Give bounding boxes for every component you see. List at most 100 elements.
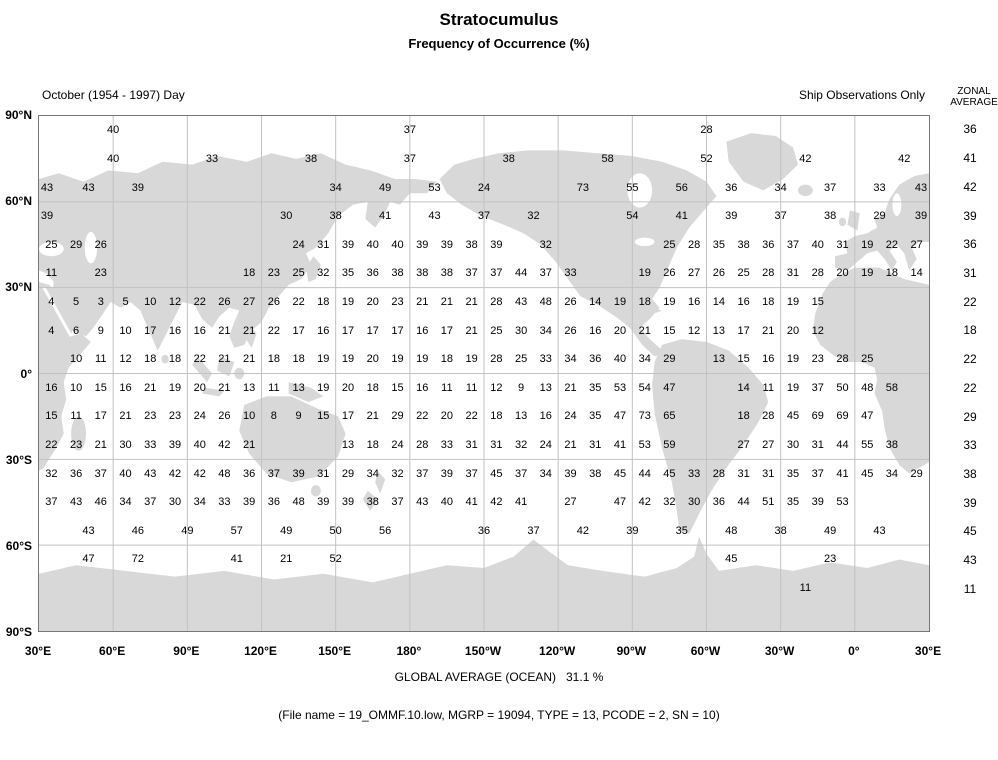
grid-value: 17 bbox=[292, 324, 305, 337]
grid-value: 32 bbox=[527, 210, 540, 223]
x-tick-label: 180° bbox=[396, 644, 422, 658]
grid-value: 45 bbox=[613, 467, 627, 480]
grid-value: 13 bbox=[712, 353, 725, 366]
grid-value: 36 bbox=[69, 467, 83, 480]
x-tick-label: 90°E bbox=[173, 644, 200, 658]
grid-value: 45 bbox=[861, 467, 874, 480]
grid-value: 59 bbox=[663, 439, 676, 452]
grid-value: 15 bbox=[811, 295, 824, 308]
y-tick-label: 90°S bbox=[5, 625, 32, 639]
world-map bbox=[39, 116, 929, 631]
grid-value: 36 bbox=[589, 353, 602, 366]
grid-value: 16 bbox=[688, 295, 701, 308]
grid-value: 19 bbox=[663, 295, 676, 308]
grid-value: 21 bbox=[218, 353, 231, 366]
grid-value: 29 bbox=[663, 353, 676, 366]
grid-value: 22 bbox=[885, 238, 898, 251]
grid-value: 43 bbox=[144, 467, 157, 480]
grid-value: 13 bbox=[341, 439, 355, 452]
grid-value: 35 bbox=[341, 267, 355, 280]
grid-value: 36 bbox=[267, 496, 280, 509]
grid-value: 37 bbox=[786, 238, 800, 251]
grid-value: 37 bbox=[514, 467, 528, 480]
grid-value: 34 bbox=[539, 467, 552, 480]
zonal-average-value: 39 bbox=[963, 208, 977, 223]
y-tick-label: 30°S bbox=[5, 452, 32, 467]
grid-value: 20 bbox=[366, 295, 379, 308]
grid-value: 18 bbox=[440, 353, 453, 366]
grid-value: 40 bbox=[811, 238, 824, 251]
grid-value: 33 bbox=[144, 439, 157, 452]
grid-value: 24 bbox=[477, 181, 491, 194]
grid-value: 13 bbox=[243, 381, 256, 394]
grid-value: 32 bbox=[663, 496, 676, 509]
grid-value: 38 bbox=[304, 152, 318, 165]
grid-value: 17 bbox=[440, 324, 453, 337]
grid-value: 56 bbox=[675, 181, 688, 194]
grid-value: 46 bbox=[94, 496, 107, 509]
grid-value: 19 bbox=[416, 353, 429, 366]
x-tick-label: 0° bbox=[848, 644, 860, 658]
grid-value: 43 bbox=[82, 524, 95, 537]
grid-value: 28 bbox=[416, 439, 429, 452]
grid-value: 20 bbox=[341, 381, 355, 394]
grid-value: 38 bbox=[465, 238, 478, 251]
grid-value: 12 bbox=[811, 324, 824, 337]
grid-value: 9 bbox=[518, 381, 525, 394]
grid-value: 40 bbox=[440, 496, 453, 509]
x-tick-label: 60°W bbox=[690, 644, 721, 658]
grid-value: 23 bbox=[69, 439, 83, 452]
grid-value: 21 bbox=[280, 553, 293, 566]
grid-value: 65 bbox=[663, 410, 676, 423]
grid-value: 16 bbox=[317, 324, 330, 337]
x-tick-label: 120°E bbox=[244, 644, 277, 658]
grid-value: 11 bbox=[95, 353, 107, 366]
grid-value: 25 bbox=[292, 267, 305, 280]
grid-value: 34 bbox=[564, 353, 577, 366]
grid-value: 9 bbox=[295, 410, 302, 423]
grid-value: 31 bbox=[490, 439, 503, 452]
grid-value: 33 bbox=[205, 152, 219, 165]
x-tick-label: 120°W bbox=[539, 644, 576, 658]
grid-value: 38 bbox=[440, 267, 453, 280]
grid-value: 45 bbox=[725, 553, 738, 566]
grid-value: 37 bbox=[45, 496, 58, 509]
zonal-average-value: 36 bbox=[963, 237, 977, 252]
grid-value: 26 bbox=[564, 324, 577, 337]
grid-value: 20 bbox=[440, 410, 453, 423]
grid-value: 32 bbox=[539, 238, 552, 251]
grid-value: 39 bbox=[490, 238, 503, 251]
grid-value: 25 bbox=[663, 238, 676, 251]
grid-value: 32 bbox=[391, 467, 404, 480]
grid-value: 16 bbox=[589, 324, 602, 337]
grid-value: 30 bbox=[168, 496, 182, 509]
grid-value: 39 bbox=[243, 496, 256, 509]
grid-value: 12 bbox=[688, 324, 701, 337]
grid-value: 21 bbox=[440, 295, 453, 308]
zonal-average-value: 33 bbox=[963, 438, 977, 453]
grid-value: 39 bbox=[131, 181, 144, 194]
grid-value: 29 bbox=[910, 467, 923, 480]
grid-value: 54 bbox=[626, 210, 639, 223]
grid-value: 25 bbox=[45, 238, 58, 251]
grid-value: 33 bbox=[218, 496, 231, 509]
grid-value: 12 bbox=[119, 353, 132, 366]
zonal-average-value: 29 bbox=[963, 409, 977, 424]
grid-value: 51 bbox=[762, 496, 775, 509]
grid-value: 42 bbox=[638, 496, 651, 509]
zonal-header-line2: AVERAGE bbox=[950, 97, 998, 108]
grid-value: 37 bbox=[94, 467, 107, 480]
grid-value: 37 bbox=[465, 267, 478, 280]
grid-value: 19 bbox=[341, 353, 355, 366]
grid-value: 38 bbox=[366, 496, 379, 509]
grid-value: 41 bbox=[230, 553, 243, 566]
y-tick-label: 30°N bbox=[5, 280, 32, 295]
grid-value: 18 bbox=[638, 295, 651, 308]
zonal-average-value: 39 bbox=[963, 495, 977, 510]
grid-value: 22 bbox=[45, 439, 58, 452]
grid-value: 47 bbox=[613, 410, 627, 423]
grid-value: 12 bbox=[168, 295, 182, 308]
grid-value: 73 bbox=[576, 181, 589, 194]
grid-value: 20 bbox=[786, 324, 800, 337]
grid-value: 53 bbox=[638, 439, 651, 452]
